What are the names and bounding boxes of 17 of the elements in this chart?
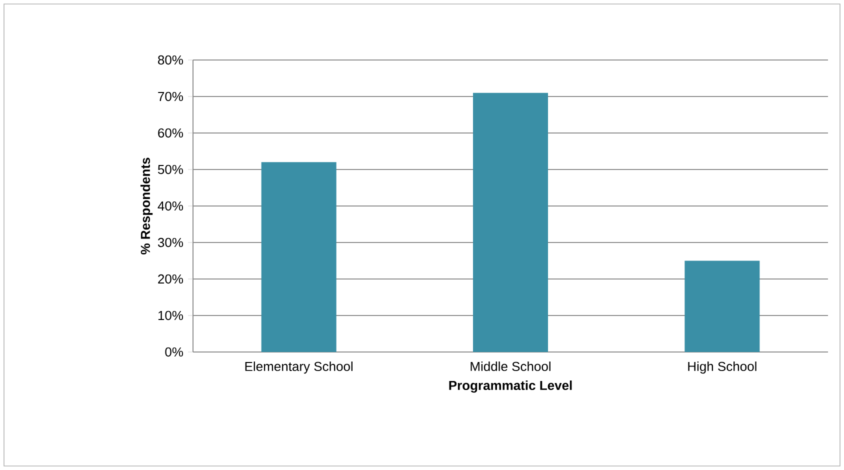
y-tick-label: 50% [158,164,184,174]
y-tick-label: 30% [158,238,184,248]
y-tick-label: 60% [158,128,184,138]
y-tick-label: 80% [158,55,184,65]
x-axis-title: Programmatic Level [449,380,572,393]
y-tick-label: 10% [158,310,184,320]
bar [473,92,548,352]
y-tick-label: 70% [158,92,184,102]
x-tick-label: Middle School [470,362,550,372]
x-tick-label: Elementary School [245,362,352,374]
bar [261,162,336,352]
y-axis-title: % Respondents [140,158,153,254]
bar [684,260,760,352]
y-tick-label: 40% [158,201,184,211]
x-tick-label: High School [688,362,756,374]
y-tick-label: 0% [165,347,184,357]
y-tick-label: 20% [158,274,184,284]
